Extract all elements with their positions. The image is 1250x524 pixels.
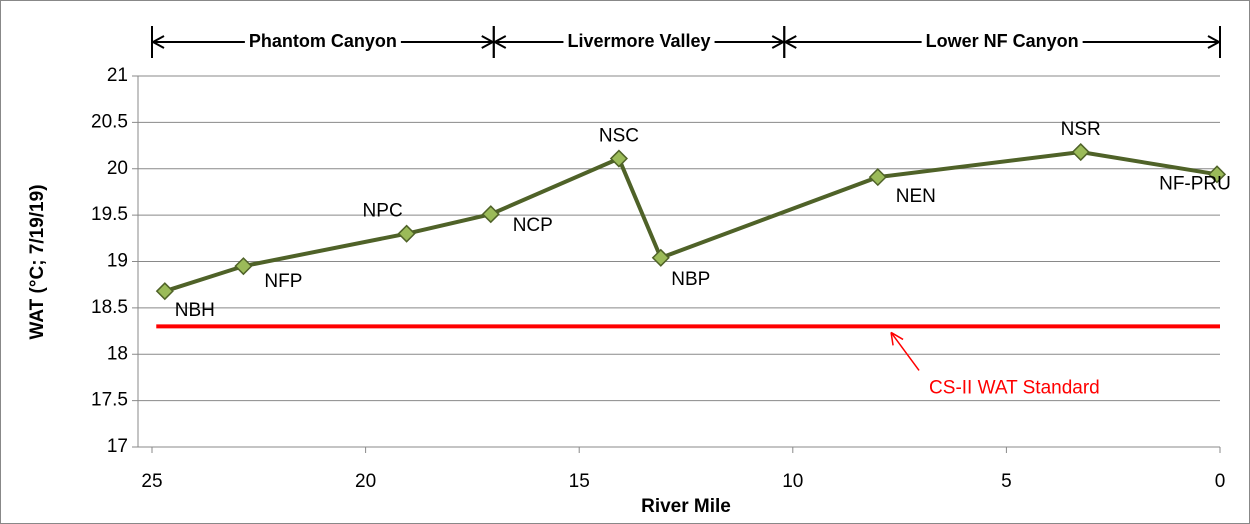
y-tick-label: 18.5: [91, 297, 128, 318]
x-tick-label: 25: [141, 471, 162, 492]
marker: [397, 224, 416, 243]
y-tick-label: 20: [107, 158, 128, 179]
reach-label: Lower NF Canyon: [926, 31, 1079, 51]
point-label: NSC: [599, 126, 639, 147]
marker: [155, 282, 174, 301]
marker: [1071, 142, 1090, 162]
y-tick-label: 20.5: [91, 111, 128, 132]
y-tick-label: 19: [107, 251, 128, 272]
reach-label-bg: [244, 30, 401, 51]
reach-label-bg: [563, 30, 715, 51]
y-axis-title: WAT (°C; 7/19/19): [27, 184, 48, 339]
annotation: CS-II WAT Standard: [929, 377, 1100, 398]
point-label: NBH: [175, 300, 215, 321]
point-label: NPC: [363, 201, 403, 222]
marker: [481, 205, 500, 224]
arrow-head: [890, 331, 904, 346]
point-label: NEN: [896, 186, 936, 207]
reach-label-bg: [921, 30, 1083, 51]
y-tick-label: 19.5: [91, 204, 128, 225]
marker: [234, 257, 253, 276]
marker: [1207, 165, 1227, 184]
y-tick-label: 21: [107, 65, 128, 86]
point-label: NBP: [671, 269, 710, 290]
reach-label: Livermore Valley: [567, 31, 710, 51]
y-tick-label: 17: [107, 436, 128, 457]
marker: [868, 168, 887, 187]
point-label: NF-PRU: [1159, 173, 1231, 194]
marker: [609, 149, 628, 168]
x-tick-label: 5: [1001, 471, 1012, 492]
y-tick-label: 17.5: [91, 390, 128, 411]
reach-label: Phantom Canyon: [249, 31, 397, 51]
x-tick-label: 20: [355, 471, 376, 492]
marker: [651, 248, 670, 267]
point-label: NFP: [264, 271, 302, 292]
x-tick-label: 15: [569, 471, 590, 492]
x-tick-label: 0: [1215, 471, 1226, 492]
x-tick-label: 10: [782, 471, 803, 492]
x-axis-title: River Mile: [641, 496, 731, 517]
point-label: NCP: [513, 215, 553, 236]
annotation-arrow: [890, 331, 920, 371]
y-tick-label: 18: [107, 343, 128, 364]
point-label: NSR: [1061, 119, 1101, 140]
